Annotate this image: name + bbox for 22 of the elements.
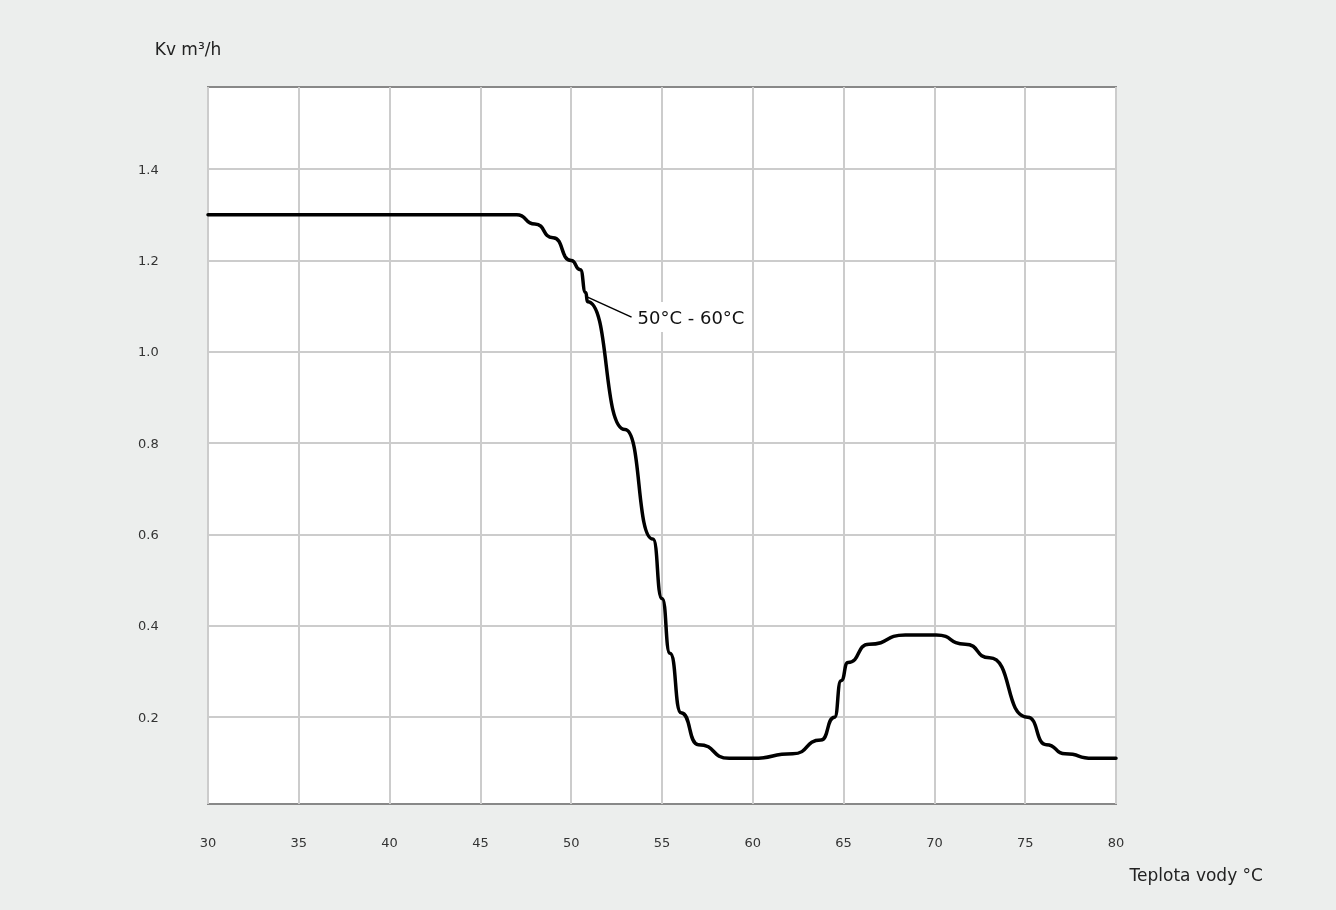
annotation: 50°C - 60°C [637,306,745,328]
y-tick-label: 0.2 [138,709,159,725]
x-tick-label: 80 [1107,835,1125,850]
x-tick-label: 50 [562,835,580,850]
x-tick-label: 30 [199,835,217,850]
x-tick-label: 60 [744,835,762,850]
y-tick-label: 1.4 [138,161,159,177]
x-tick-label: 55 [653,835,671,850]
x-tick-label: 75 [1016,835,1034,850]
x-tick-label: 65 [835,835,852,850]
x-axis-title: Teplota vody °C [1128,864,1263,885]
x-tick-label: 70 [926,835,943,850]
y-axis-title: Kv m³/h [154,38,222,59]
y-tick-label: 0.8 [138,435,159,451]
x-tick-label: 40 [381,835,398,850]
y-tick-label: 1.0 [138,344,159,360]
x-tick-label: 35 [290,835,308,850]
y-tick-label: 0.6 [138,527,159,543]
y-tick-label: 1.2 [138,253,159,269]
line-series [206,213,1118,761]
y-tick-label: 0.4 [138,618,159,634]
x-tick-label: 45 [472,835,489,850]
